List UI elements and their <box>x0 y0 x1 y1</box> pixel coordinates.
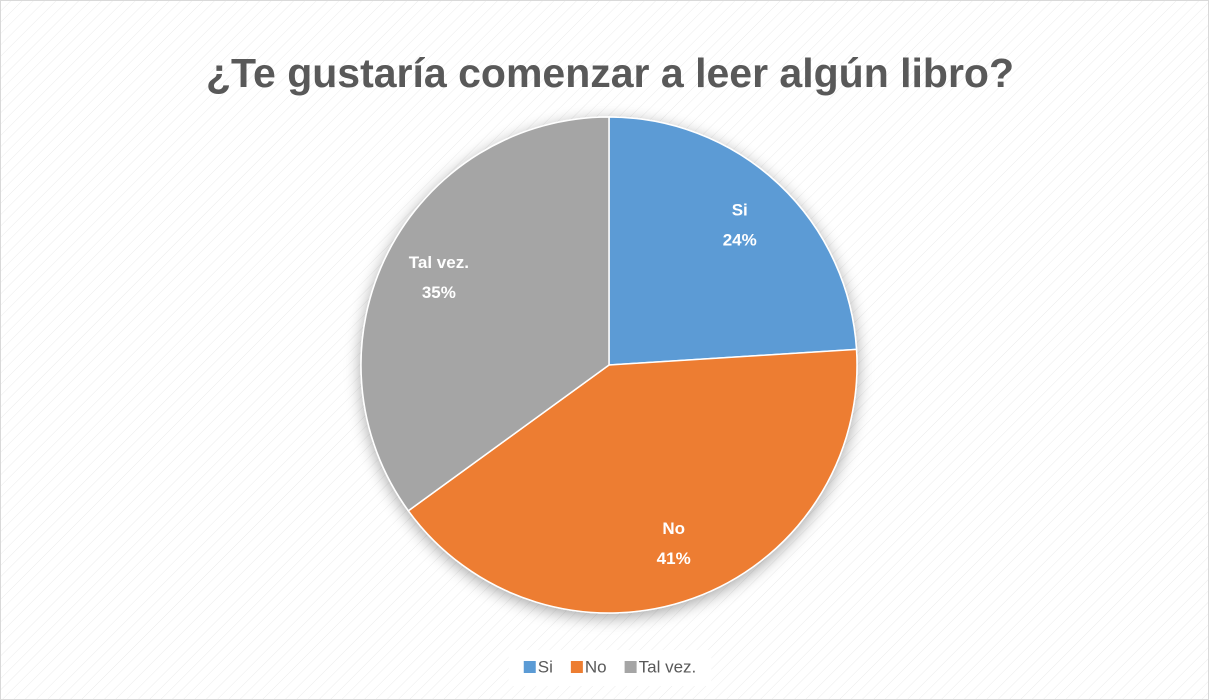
legend: Si No Tal vez. <box>523 657 697 676</box>
data-label-category: Si <box>732 200 748 219</box>
pie <box>360 116 858 614</box>
data-label-value: 35% <box>422 283 456 302</box>
legend-swatch <box>570 661 583 673</box>
pie-slice <box>360 116 610 512</box>
data-label-value: 41% <box>657 549 691 568</box>
data-label-category: Tal vez. <box>409 253 469 272</box>
chart-title: ¿Te gustaría comenzar a leer algún libro… <box>206 50 1014 96</box>
legend-label: Si <box>538 657 553 676</box>
legend-swatch <box>624 661 637 673</box>
data-label-category: No <box>662 519 685 538</box>
legend-label: No <box>585 657 607 676</box>
legend-swatch <box>523 661 536 673</box>
legend-background <box>508 650 712 686</box>
legend-label: Tal vez. <box>639 657 697 676</box>
data-label-value: 24% <box>723 230 757 249</box>
pie-slice <box>608 116 858 366</box>
pie-slice <box>407 348 858 614</box>
